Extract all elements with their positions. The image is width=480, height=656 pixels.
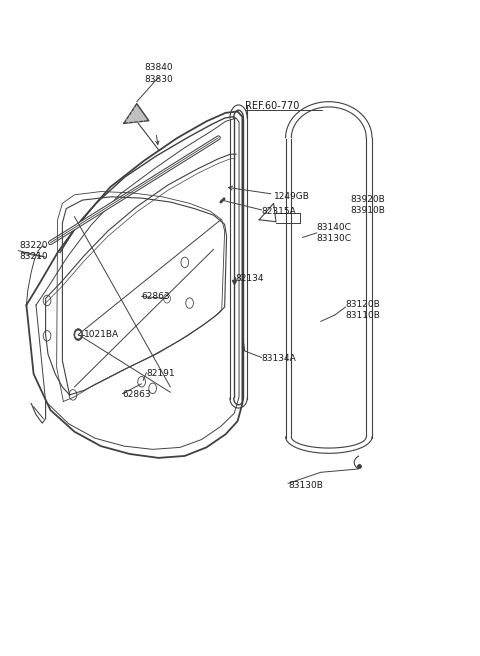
Text: 62863: 62863 — [122, 390, 151, 400]
Text: 1249GB: 1249GB — [274, 192, 310, 201]
Text: 83140C
83130C: 83140C 83130C — [317, 223, 352, 243]
Text: 83220
83210: 83220 83210 — [19, 241, 48, 260]
Circle shape — [76, 331, 81, 338]
Text: 83134A: 83134A — [262, 354, 296, 363]
Text: 62863: 62863 — [142, 292, 170, 301]
Text: REF.60-770: REF.60-770 — [245, 101, 299, 112]
Text: 82315A: 82315A — [262, 207, 296, 216]
Circle shape — [74, 329, 83, 340]
Text: 83840
83830: 83840 83830 — [144, 64, 173, 83]
Text: 83120B
83110B: 83120B 83110B — [346, 300, 381, 319]
Text: 82191: 82191 — [146, 369, 175, 379]
Text: 82134: 82134 — [235, 274, 264, 283]
Text: 1021BA: 1021BA — [84, 330, 119, 339]
Polygon shape — [124, 104, 149, 123]
Text: 83130B: 83130B — [288, 481, 323, 490]
Text: 83920B
83910B: 83920B 83910B — [350, 195, 385, 215]
